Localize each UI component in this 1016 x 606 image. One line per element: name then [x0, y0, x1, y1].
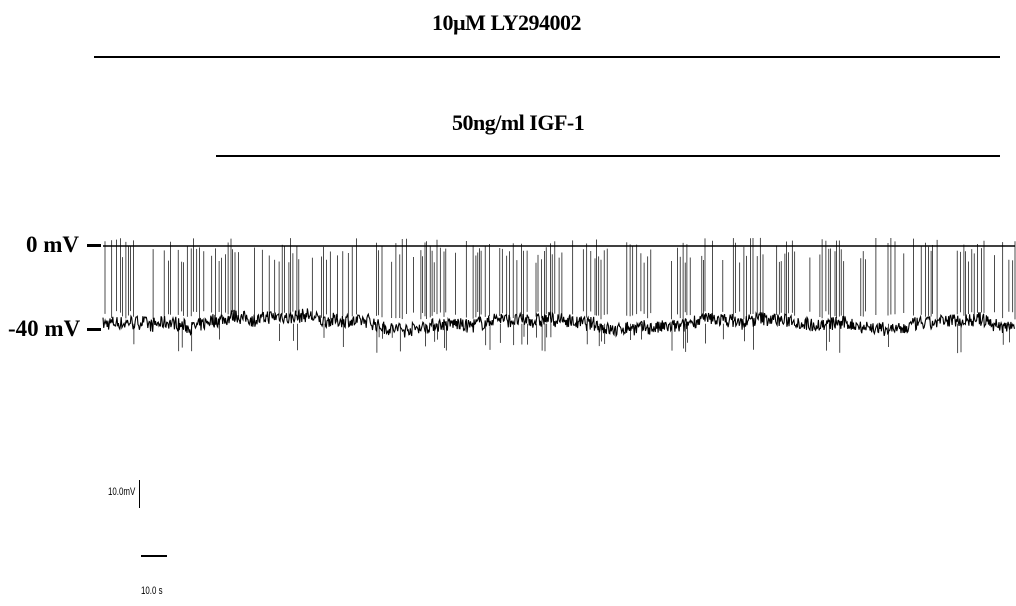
scale-bar-voltage-label: 10.0mV — [108, 486, 136, 498]
scale-bar-voltage — [139, 480, 140, 508]
zero-mv-tick — [87, 244, 101, 247]
baseline-trace — [102, 308, 1015, 338]
scale-bar-time — [141, 555, 167, 557]
drug-label: 10µM LY294002 — [432, 10, 581, 35]
zero-mv-label: 0 mV — [26, 232, 80, 257]
igf-label: 50ng/ml IGF-1 — [452, 110, 585, 135]
minus40-mv-tick — [87, 328, 101, 331]
drug-application-bar — [94, 56, 1000, 58]
trace-layer — [102, 237, 1016, 354]
minus40-mv-label: -40 mV — [8, 316, 81, 341]
scale-bar-time-label: 10.0 s — [141, 585, 163, 597]
igf-application-bar — [216, 155, 1000, 157]
